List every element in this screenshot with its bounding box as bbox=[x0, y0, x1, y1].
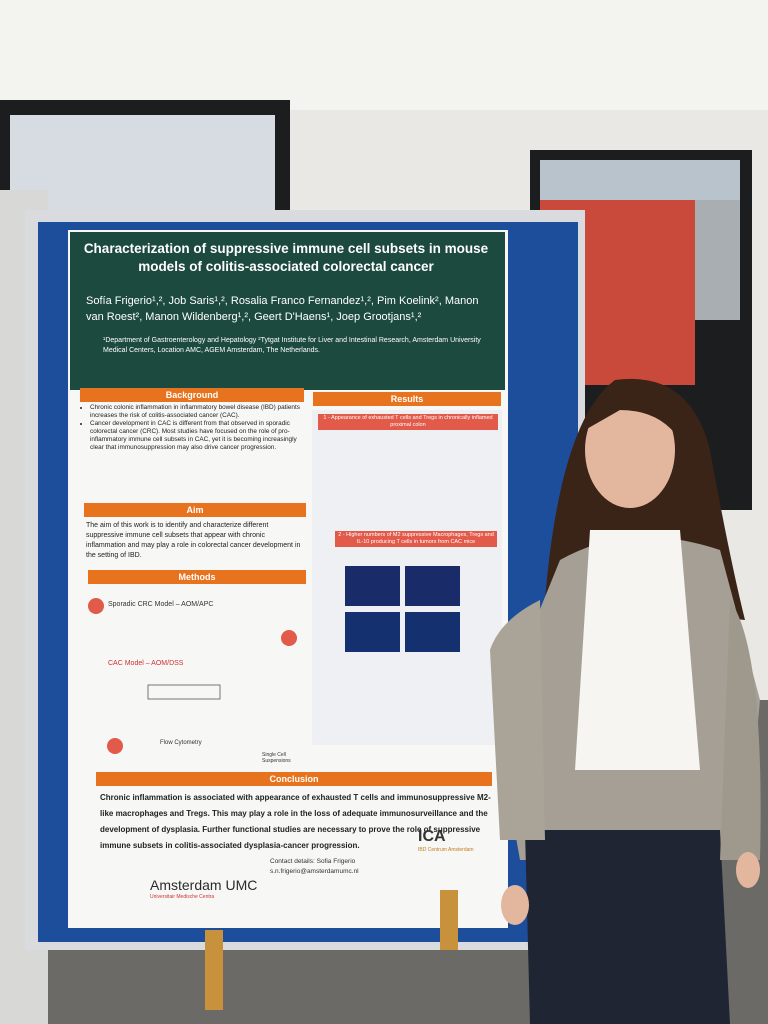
contact: Contact details: Sofia Frigerio bbox=[270, 858, 356, 865]
background-list: Chronic colonic inflammation in inflamma… bbox=[80, 404, 310, 452]
section-header: Aim bbox=[84, 503, 306, 517]
results-panel-title: 1 - Appearance of exhausted T cells and … bbox=[318, 414, 498, 430]
aim-text: The aim of this work is to identify and … bbox=[86, 522, 301, 559]
section-header: Methods bbox=[88, 570, 306, 584]
logo-text: Amsterdam UMC bbox=[150, 877, 258, 893]
ica-subtext: IBD Centrum Amsterdam bbox=[418, 847, 474, 853]
method-label: Sporadic CRC Model – AOM/APC bbox=[108, 601, 214, 608]
method-label: CAC Model – AOM/DSS bbox=[108, 660, 184, 667]
email: s.n.frigerio@amsterdamumc.nl bbox=[270, 868, 359, 875]
results-panel-title: 2 - Higher numbers of M2 suppressive Mac… bbox=[335, 531, 497, 547]
bullet: Cancer development in CAC is different f… bbox=[90, 420, 310, 452]
conclusion-text: Chronic inflammation is associated with … bbox=[100, 793, 491, 850]
poster-affiliations: ¹Department of Gastroenterology and Hepa… bbox=[103, 337, 481, 354]
method-label: Flow Cytometry bbox=[160, 740, 202, 746]
poster-title: Characterization of suppressive immune c… bbox=[83, 241, 489, 274]
section-header: Conclusion bbox=[96, 772, 492, 786]
logo-subtext: Universitair Medische Centra bbox=[150, 894, 215, 900]
poster-authors: Sofía Frigerio¹,², Job Saris¹,², Rosalia… bbox=[86, 295, 479, 323]
section-header: Background bbox=[80, 388, 304, 402]
bullet: Chronic colonic inflammation in inflamma… bbox=[90, 404, 310, 420]
ica-logo: ICA bbox=[418, 828, 446, 845]
method-label: Single Cell Suspensions bbox=[262, 752, 291, 764]
section-header: Results bbox=[313, 392, 501, 406]
